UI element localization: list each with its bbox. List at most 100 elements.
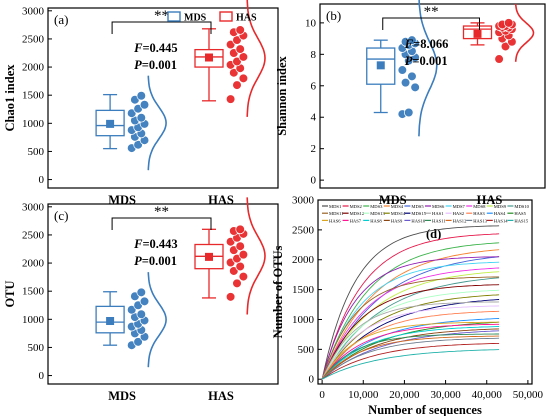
legend-label: HAS15 bbox=[514, 218, 528, 223]
data-point bbox=[136, 287, 147, 298]
data-point bbox=[238, 249, 249, 260]
data-point bbox=[136, 112, 147, 123]
legend-label: MDS13 bbox=[370, 211, 385, 216]
panel-a-chao1: 0 500 1000 1500 2000 2500 3000 Chao1 index (a) MD… bbox=[3, 0, 279, 207]
stat-f-value: =8.066 bbox=[413, 37, 448, 51]
panel-label: (a) bbox=[54, 12, 68, 27]
legend-label: HAS9 bbox=[391, 218, 403, 223]
significance-bracket bbox=[111, 21, 212, 34]
stat-p-label: P bbox=[134, 58, 142, 72]
mean-marker bbox=[473, 29, 482, 38]
plot-frame bbox=[47, 203, 279, 385]
data-point bbox=[139, 296, 150, 307]
y-tick-label: 2500 bbox=[22, 33, 45, 45]
curve-mds1 bbox=[321, 225, 500, 380]
y-tick-label: 4 bbox=[311, 112, 317, 124]
y-axis-label: Chao1 index bbox=[3, 64, 17, 132]
stat-p-value: =0.001 bbox=[142, 58, 177, 72]
curve-has1 bbox=[321, 301, 500, 380]
x-tick-label: 50,000 bbox=[513, 389, 544, 401]
x-tick-label-has: HAS bbox=[208, 193, 234, 207]
y-tick-label: 3000 bbox=[22, 5, 45, 17]
y-tick-label: 1500 bbox=[22, 90, 45, 102]
data-point bbox=[225, 292, 236, 302]
curve-mds3 bbox=[321, 242, 500, 380]
curve-mds14 bbox=[321, 294, 500, 380]
box-group-has bbox=[462, 3, 535, 64]
box-group-mds bbox=[366, 0, 438, 137]
mean-marker bbox=[205, 252, 213, 261]
y-tick-label: 1500 bbox=[22, 286, 45, 298]
plot-frame bbox=[319, 3, 546, 189]
legend-label: MDS14 bbox=[391, 211, 406, 216]
legend-label: HAS10 bbox=[411, 218, 425, 223]
x-tick-label: 0 bbox=[319, 389, 325, 401]
mean-marker bbox=[106, 317, 115, 325]
y-tick-label: 1500 bbox=[292, 284, 315, 296]
stat-f: F=0.445 bbox=[133, 41, 178, 55]
stat-f: F=0.443 bbox=[133, 237, 178, 251]
data-point bbox=[403, 107, 414, 118]
plot-frame bbox=[47, 7, 279, 189]
y-tick-label: 2000 bbox=[22, 258, 45, 270]
curve-has2 bbox=[321, 305, 500, 380]
data-point bbox=[235, 25, 246, 35]
legend-label: MDS15 bbox=[411, 211, 426, 216]
data-point bbox=[238, 73, 249, 84]
data-point bbox=[494, 54, 504, 64]
stat-f-value: =0.443 bbox=[142, 237, 177, 251]
y-tick-label: 1000 bbox=[292, 314, 315, 326]
y-tick-label: 2500 bbox=[292, 224, 315, 236]
y-tick-label: 3000 bbox=[22, 201, 45, 213]
data-point bbox=[225, 94, 236, 104]
y-tick-label: 1000 bbox=[22, 118, 45, 130]
stat-f-label: F bbox=[133, 41, 143, 55]
box-group-mds bbox=[95, 272, 167, 368]
legend-label: MDS7 bbox=[453, 204, 466, 209]
significance-stars: ** bbox=[424, 4, 439, 20]
panel-label: (c) bbox=[54, 208, 68, 223]
y-axis-label: Number of OTUs bbox=[271, 245, 285, 338]
x-axis-label: Number of sequences bbox=[368, 403, 482, 416]
box-group-has bbox=[194, 0, 266, 117]
x-tick-label: 30,000 bbox=[430, 389, 461, 401]
legend-label: HAS2 bbox=[453, 211, 465, 216]
legend-label: HAS13 bbox=[473, 218, 487, 223]
y-tick-label: 0 bbox=[39, 174, 45, 186]
y-tick-label: 2500 bbox=[22, 229, 45, 241]
density-curve bbox=[246, 197, 266, 315]
data-point bbox=[139, 99, 150, 110]
curve-has6 bbox=[321, 321, 500, 380]
curve-mds9 bbox=[321, 271, 500, 380]
legend-label: HAS7 bbox=[350, 218, 362, 223]
curve-mds10 bbox=[321, 277, 500, 380]
x-tick-label: 10,000 bbox=[348, 389, 379, 401]
y-tick-label: 8 bbox=[311, 49, 317, 61]
legend-swatch-mds bbox=[167, 11, 181, 22]
legend-swatch-has bbox=[219, 11, 233, 22]
curve-has8 bbox=[321, 326, 500, 380]
curve-mds5 bbox=[321, 256, 500, 380]
legend-label: HAS14 bbox=[494, 218, 508, 223]
y-tick-label: 0 bbox=[309, 374, 315, 386]
y-tick-label: 500 bbox=[28, 342, 45, 354]
y-tick-label: 3000 bbox=[292, 195, 315, 207]
legend-label: MDS9 bbox=[494, 204, 507, 209]
curve-has11 bbox=[321, 333, 500, 380]
y-tick-label: 10 bbox=[305, 17, 317, 29]
data-point bbox=[238, 271, 249, 282]
stat-p-value: =0.001 bbox=[412, 54, 447, 68]
data-point bbox=[136, 90, 147, 101]
box-group-has bbox=[194, 197, 266, 315]
legend-label-has: HAS bbox=[236, 13, 257, 24]
stat-p-label: P bbox=[405, 54, 413, 68]
x-tick-label: 20,000 bbox=[389, 389, 420, 401]
rarefaction-curves bbox=[321, 225, 500, 380]
data-point bbox=[133, 337, 143, 347]
curve-has14 bbox=[321, 342, 500, 380]
y-tick-label: 6 bbox=[311, 80, 317, 92]
y-tick-label: 2 bbox=[311, 143, 317, 155]
data-point bbox=[410, 82, 420, 93]
data-point bbox=[136, 309, 147, 320]
